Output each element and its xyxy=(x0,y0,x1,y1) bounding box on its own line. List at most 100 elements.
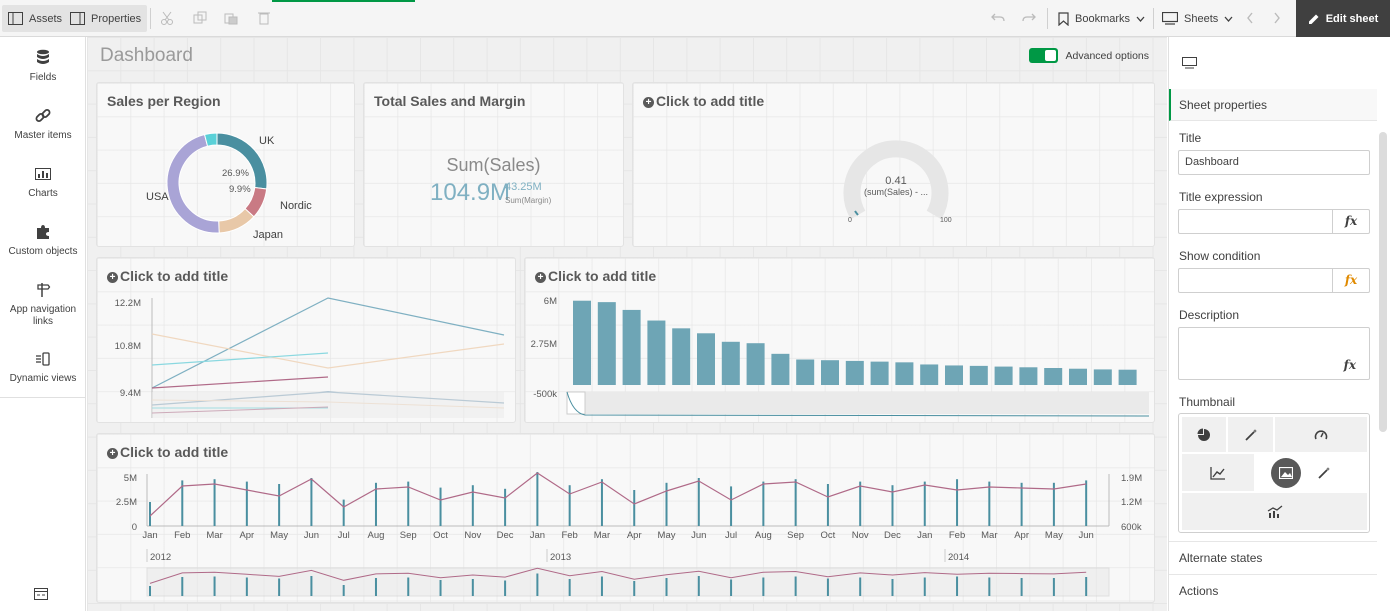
show-condition-input[interactable]: fx xyxy=(1178,268,1370,293)
line-chart-icon[interactable] xyxy=(1182,454,1254,491)
fx-button[interactable]: fx xyxy=(1332,269,1369,292)
bar[interactable] xyxy=(647,320,666,385)
bar[interactable] xyxy=(672,328,691,385)
sheet-thumbnail-icon[interactable] xyxy=(1182,56,1197,74)
combo-bar[interactable] xyxy=(213,479,216,526)
bar[interactable] xyxy=(945,365,963,385)
bar[interactable] xyxy=(920,364,939,385)
scroll-area[interactable] xyxy=(152,392,504,418)
combo-bar[interactable] xyxy=(956,479,959,526)
combo-bar[interactable] xyxy=(633,490,636,526)
bar-chart-panel[interactable]: + Click to add title 6M 2.75M -500k xyxy=(524,257,1155,423)
alternate-states-section[interactable]: Alternate states xyxy=(1169,541,1377,574)
bar[interactable] xyxy=(1069,368,1087,385)
bar[interactable] xyxy=(573,300,591,385)
combo-bar[interactable] xyxy=(245,481,248,526)
sidebar-item-fields[interactable]: Fields xyxy=(0,47,86,84)
combo-bar[interactable] xyxy=(568,485,571,526)
donut-slice[interactable] xyxy=(203,132,218,147)
combo-bar[interactable] xyxy=(826,484,829,526)
bar[interactable] xyxy=(895,362,914,385)
bar[interactable] xyxy=(821,360,839,385)
combo-bar[interactable] xyxy=(181,480,184,526)
pie-icon[interactable] xyxy=(1182,417,1226,452)
assets-button[interactable]: Assets xyxy=(2,5,69,32)
scroll-area[interactable] xyxy=(146,567,1110,597)
actions-section[interactable]: Actions xyxy=(1169,574,1377,607)
donut-slice[interactable] xyxy=(218,207,255,234)
copy-icon[interactable] xyxy=(192,10,208,26)
bar[interactable] xyxy=(870,361,889,385)
bar[interactable] xyxy=(1019,367,1038,385)
title-input[interactable]: Dashboard xyxy=(1178,150,1370,175)
fx-button[interactable]: fx xyxy=(1343,358,1356,372)
combo-bar[interactable] xyxy=(762,481,765,526)
combo-bar[interactable] xyxy=(1052,482,1055,526)
thumbnail-selector[interactable] xyxy=(1178,413,1370,533)
paste-icon[interactable] xyxy=(223,10,239,26)
combo-bar[interactable] xyxy=(891,485,894,526)
sidebar-item-master-items[interactable]: Master items xyxy=(0,105,86,142)
combo-bar[interactable] xyxy=(697,478,700,526)
combo-bar[interactable] xyxy=(439,487,442,526)
combo-bar[interactable] xyxy=(988,481,991,526)
scroll-area[interactable] xyxy=(567,392,1149,414)
bar[interactable] xyxy=(1093,369,1112,385)
magic-wand-icon[interactable] xyxy=(1317,466,1331,480)
combo-bar[interactable] xyxy=(665,482,668,526)
combo-bar[interactable] xyxy=(730,486,733,526)
bar[interactable] xyxy=(721,341,740,385)
description-input[interactable]: fx xyxy=(1178,327,1370,380)
magic-wand-icon[interactable] xyxy=(1228,417,1273,452)
combo-bar[interactable] xyxy=(407,481,410,526)
prev-sheet-icon[interactable] xyxy=(1242,10,1258,26)
combo-bar[interactable] xyxy=(536,472,539,526)
combo-chart-icon[interactable] xyxy=(1182,493,1367,530)
properties-button[interactable]: Properties xyxy=(64,5,148,32)
combo-bar[interactable] xyxy=(923,481,926,526)
combo-chart-panel[interactable]: + Click to add title 5M 2.5M 0 1.9M 1.2M … xyxy=(96,433,1155,603)
bar[interactable] xyxy=(697,333,715,385)
combo-bar[interactable] xyxy=(600,479,603,526)
next-sheet-icon[interactable] xyxy=(1269,10,1285,26)
title-expression-input[interactable]: fx xyxy=(1178,209,1370,234)
scrollbar[interactable] xyxy=(1379,132,1387,432)
bookmarks-button[interactable]: Bookmarks xyxy=(1052,5,1151,32)
undo-icon[interactable] xyxy=(990,10,1006,26)
combo-bar[interactable] xyxy=(1020,482,1023,526)
combo-bar[interactable] xyxy=(471,485,474,526)
gauge-icon[interactable] xyxy=(1275,417,1367,452)
sidebar-item-charts[interactable]: Charts xyxy=(0,163,86,200)
sidebar-item-dynamic-views[interactable]: Dynamic views xyxy=(0,348,86,385)
edit-sheet-button[interactable]: Edit sheet xyxy=(1296,0,1390,37)
scroll-thumb[interactable] xyxy=(566,391,586,415)
sheet-properties-header[interactable]: Sheet properties xyxy=(1169,89,1377,121)
bar[interactable] xyxy=(1044,368,1063,385)
bar[interactable] xyxy=(597,302,616,385)
sidebar-item-app-navigation-links[interactable]: App navigation links xyxy=(0,279,86,328)
advanced-options-toggle[interactable] xyxy=(1028,48,1058,63)
combo-bar[interactable] xyxy=(504,488,507,526)
line-chart-panel[interactable]: + Click to add title 12.2M 10.8M 9.4M xyxy=(96,257,516,423)
bar[interactable] xyxy=(994,366,1013,385)
cut-icon[interactable] xyxy=(159,10,175,26)
bar[interactable] xyxy=(746,343,765,385)
bar[interactable] xyxy=(1118,369,1137,385)
kpi-panel[interactable]: Total Sales and Margin Sum(Sales) 104.9M… xyxy=(363,82,624,247)
redo-icon[interactable] xyxy=(1021,10,1037,26)
combo-bar[interactable] xyxy=(374,482,377,526)
sheet-icon[interactable] xyxy=(34,587,48,605)
combo-bar[interactable] xyxy=(310,478,313,526)
bar[interactable] xyxy=(845,360,864,385)
sidebar-item-custom-objects[interactable]: Custom objects xyxy=(0,221,86,258)
delete-icon[interactable] xyxy=(256,10,272,26)
donut-slice[interactable] xyxy=(166,133,220,234)
fx-button[interactable]: fx xyxy=(1332,210,1369,233)
bar[interactable] xyxy=(969,365,988,385)
combo-bar[interactable] xyxy=(278,484,281,526)
sheets-button[interactable]: Sheets xyxy=(1156,5,1239,32)
bar[interactable] xyxy=(796,359,815,386)
advanced-options[interactable]: Advanced options xyxy=(1028,48,1149,63)
combo-bar[interactable] xyxy=(149,502,151,526)
combo-bar[interactable] xyxy=(859,481,862,526)
